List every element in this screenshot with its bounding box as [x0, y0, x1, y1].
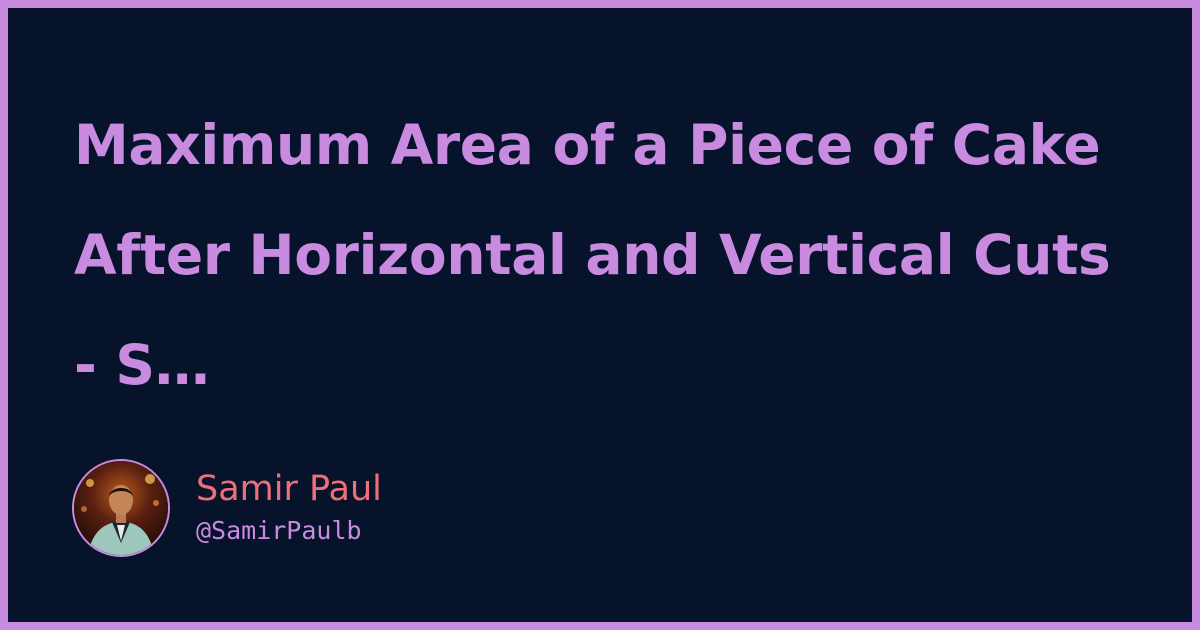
author-info: Samir Paul @SamirPaulb — [196, 467, 382, 549]
person-photo-icon — [74, 461, 168, 555]
avatar — [72, 459, 170, 557]
share-card: Maximum Area of a Piece of Cake After Ho… — [8, 8, 1192, 622]
author-name: Samir Paul — [196, 469, 382, 509]
page-title: Maximum Area of a Piece of Cake After Ho… — [74, 113, 1111, 397]
author-block: Samir Paul @SamirPaulb — [72, 458, 382, 558]
author-handle: @SamirPaulb — [196, 516, 362, 545]
